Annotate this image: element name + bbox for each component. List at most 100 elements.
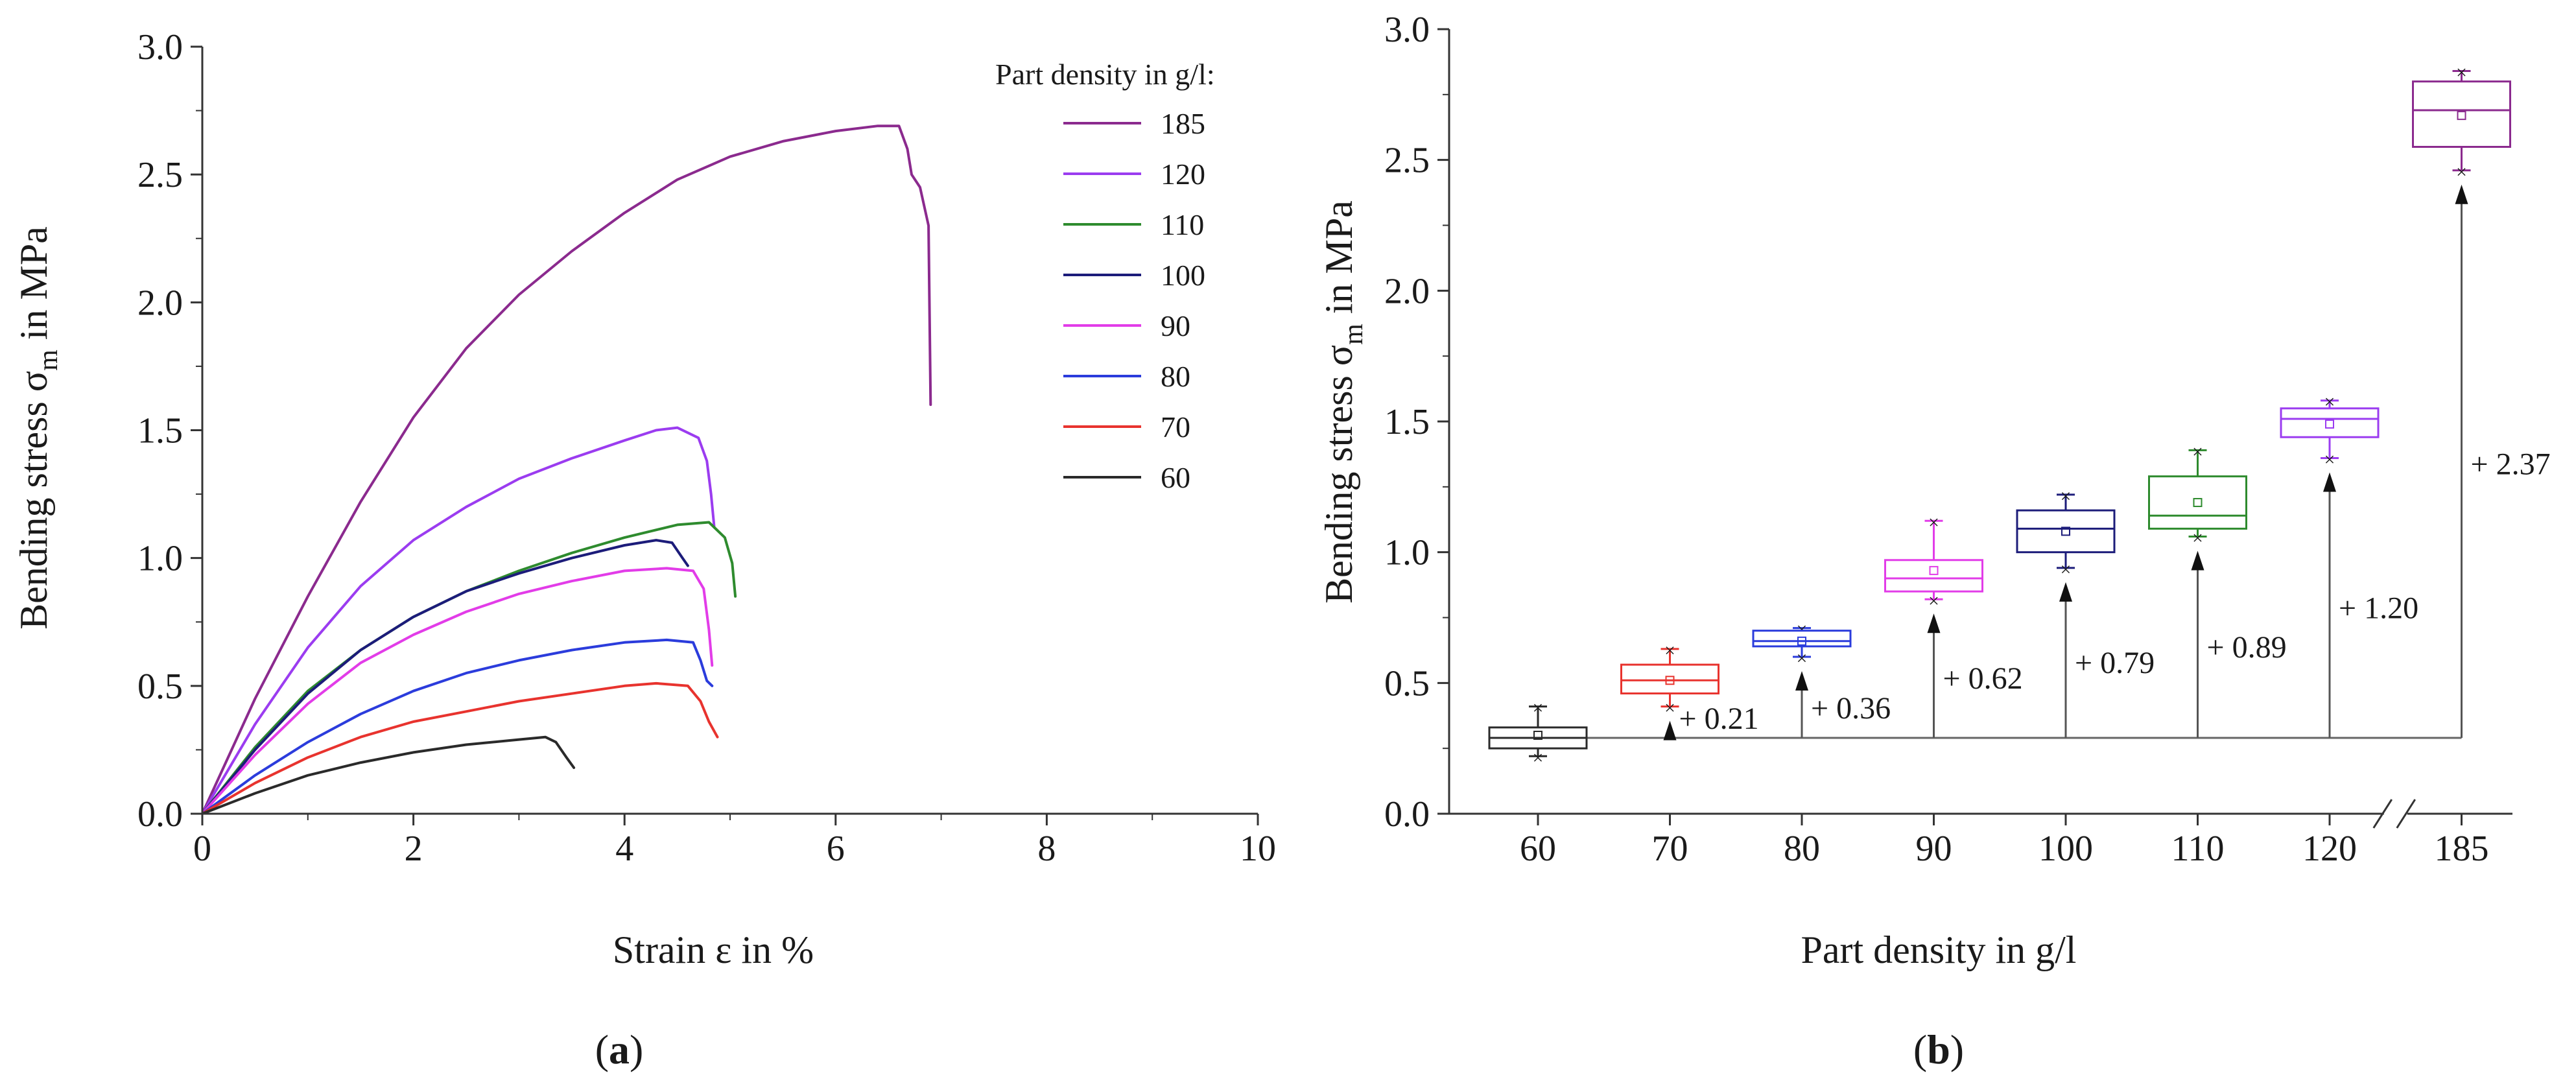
panel-a-legend-title: Part density in g/l: — [995, 58, 1215, 91]
panel-b-box-rect — [1752, 630, 1852, 648]
panel-b-box-185: ×× — [2412, 62, 2511, 183]
panel-a-y-tick-label: 1.0 — [137, 539, 183, 579]
panel-a-y-tick-label: 0.0 — [137, 794, 183, 834]
panel-a-series-line-70 — [201, 681, 719, 815]
panel-b-box-60: ×× — [1488, 698, 1588, 768]
panel-b-outlier-upper: × — [1664, 640, 1675, 661]
panel-a-series-line-90 — [201, 567, 714, 815]
panel-a-label: (a) — [595, 1026, 644, 1072]
panel-b-box-110: ×× — [2148, 441, 2247, 549]
panel-b-box-100: ×× — [2016, 486, 2116, 580]
panel-a-legend-label-110: 110 — [1161, 208, 1204, 241]
panel-b-box-group: ×××××××××××××××× — [1488, 62, 2511, 768]
panel-a-legend-label-100: 100 — [1161, 259, 1205, 292]
panel-b-increase-label: + 0.21 — [1679, 702, 1759, 736]
panel-b-increase-label: + 2.37 — [2471, 447, 2551, 481]
panel-a-y-tick-label: 1.5 — [137, 411, 183, 451]
panel-b-y-tick-label: 1.0 — [1384, 533, 1430, 573]
panel-b-increase-label: + 1.20 — [2339, 591, 2418, 625]
panel-a-x-tick-label: 2 — [405, 829, 423, 869]
panel-a-x-tick-label: 6 — [827, 829, 845, 869]
panel-b-outlier-upper: × — [2456, 62, 2467, 84]
panel-a-legend-label-60: 60 — [1161, 461, 1190, 494]
panel-b-box-rect — [2280, 407, 2380, 438]
panel-b-y-tick-label: 3.0 — [1384, 10, 1430, 50]
panel-b-mean-marker — [1929, 565, 1939, 575]
panel-b-increase-arrow-head — [2323, 472, 2336, 492]
panel-a-legend-label-185: 185 — [1161, 107, 1205, 140]
panel-b-axis-break-mark — [2372, 799, 2393, 829]
panel-a-series-line-100 — [201, 539, 689, 815]
panel-b-increase-label: + 0.79 — [2075, 646, 2155, 680]
panel-b-mean-marker — [1533, 731, 1542, 740]
panel-b-outlier-upper: × — [1533, 698, 1544, 719]
panel-b-box-120: ×× — [2280, 392, 2380, 470]
panel-a-y-axis-title-sub: m — [34, 349, 64, 371]
panel-b-increase-arrow-head — [1795, 671, 1808, 691]
panel-a-series-line-185 — [201, 124, 932, 815]
panel-b-mean-marker — [2457, 111, 2466, 121]
panel-b-axis-break-mark — [2396, 799, 2416, 829]
panel-b-x-tick-label: 70 — [1652, 829, 1688, 869]
panel-a-series-line-120 — [201, 426, 716, 815]
panel-b-increase-arrow-head — [1927, 613, 1941, 633]
panel-b-increase-label: + 0.89 — [2207, 630, 2287, 665]
panel-b-box-80: ×× — [1752, 619, 1852, 669]
panel-b-outlier-lower: × — [2192, 527, 2203, 549]
panel-b-outlier-lower: × — [1797, 648, 1808, 669]
panel-a-legend: Part density in g/l: 185 120 110 100 90 80 70 6… — [995, 58, 1215, 494]
panel-b-outlier-lower: × — [2456, 161, 2467, 183]
panel-b-y-tick-label: 2.5 — [1384, 141, 1430, 181]
panel-b-y-tick-label: 0.0 — [1384, 794, 1430, 834]
panel-a-x-axis-title: Strain ε in % — [613, 928, 814, 971]
panel-b-y-axis-title-tail: in MPa — [1318, 200, 1360, 324]
panel-b-x-tick-label: 120 — [2302, 829, 2357, 869]
panel-b-mean-marker — [2193, 498, 2203, 508]
panel-b-x-tick-label: 90 — [1916, 829, 1952, 869]
panel-b-mean-marker — [2061, 526, 2070, 536]
panel-b-y-tick-label: 2.0 — [1384, 271, 1430, 311]
panel-b-y-axis-title: Bending stress σm in MPa — [1318, 200, 1369, 604]
panel-b-box-rect — [2148, 475, 2247, 530]
panel-b-increase-arrow-head — [2059, 582, 2072, 602]
panel-b-mean-marker — [1797, 636, 1806, 646]
panel-a-series-line-60 — [201, 735, 576, 815]
panel-b-outlier-lower: × — [1928, 590, 1939, 611]
panel-b-increase-arrow-head — [2191, 550, 2204, 571]
panel-b-x-tick-label: 60 — [1520, 829, 1556, 869]
panel-a-series-line-80 — [201, 638, 714, 815]
panel-a-line-chart: 0 2 4 6 8 10 0.0 0.5 1.0 1.5 2.0 2.5 3.0 Strain ε in… — [12, 27, 1276, 1072]
panel-b-box-chart: + 0.21 + 0.36 + 0.62 + 0.79 + 0.89 + 1.20 + 2.… — [1318, 10, 2551, 1072]
panel-b-mean-marker — [1665, 676, 1675, 685]
panel-a-y-tick-label: 3.0 — [137, 27, 183, 67]
panel-b-x-tick-label: 185 — [2435, 829, 2489, 869]
panel-a-x-tick-label: 8 — [1037, 829, 1056, 869]
panel-a-y-axis-title-main: Bending stress σ — [12, 371, 55, 630]
panel-b-box-rect — [2016, 509, 2116, 554]
panel-b-box-rect — [1620, 663, 1719, 694]
panel-b-x-tick-label: 110 — [2171, 829, 2225, 869]
panel-a-y-tick-label: 2.5 — [137, 155, 183, 195]
panel-b-y-axis-title-main: Bending stress σ — [1318, 345, 1360, 604]
panel-a-y-tick-label: 0.5 — [137, 667, 183, 707]
panel-b-label: (b) — [1913, 1026, 1964, 1072]
panel-b-outlier-upper: × — [2192, 441, 2203, 462]
panel-a-legend-label-90: 90 — [1161, 309, 1190, 342]
panel-a-legend-label-120: 120 — [1161, 158, 1205, 191]
panel-b-x-tick-label: 100 — [2038, 829, 2093, 869]
panel-b-y-axis-title-sub: m — [1339, 324, 1369, 345]
panel-a-legend-label-70: 70 — [1161, 410, 1190, 443]
panel-b-increase-arrow-head — [2455, 184, 2468, 204]
panel-a-x-tick-label: 4 — [615, 829, 633, 869]
panel-a-x-tick-label: 0 — [193, 829, 211, 869]
panel-b-mean-marker — [2325, 420, 2334, 429]
panel-b-y-tick-label: 0.5 — [1384, 663, 1430, 704]
panel-b-outlier-upper: × — [2061, 486, 2072, 507]
panel-a-legend-label-80: 80 — [1161, 360, 1190, 393]
panel-b-x-axis-title: Part density in g/l — [1801, 928, 2077, 971]
panel-b-outlier-lower: × — [2061, 559, 2072, 580]
panel-b-x-tick-label: 80 — [1784, 829, 1820, 869]
panel-a-x-tick-label: 10 — [1240, 829, 1276, 869]
panel-a-y-tick-label: 2.0 — [137, 283, 183, 323]
